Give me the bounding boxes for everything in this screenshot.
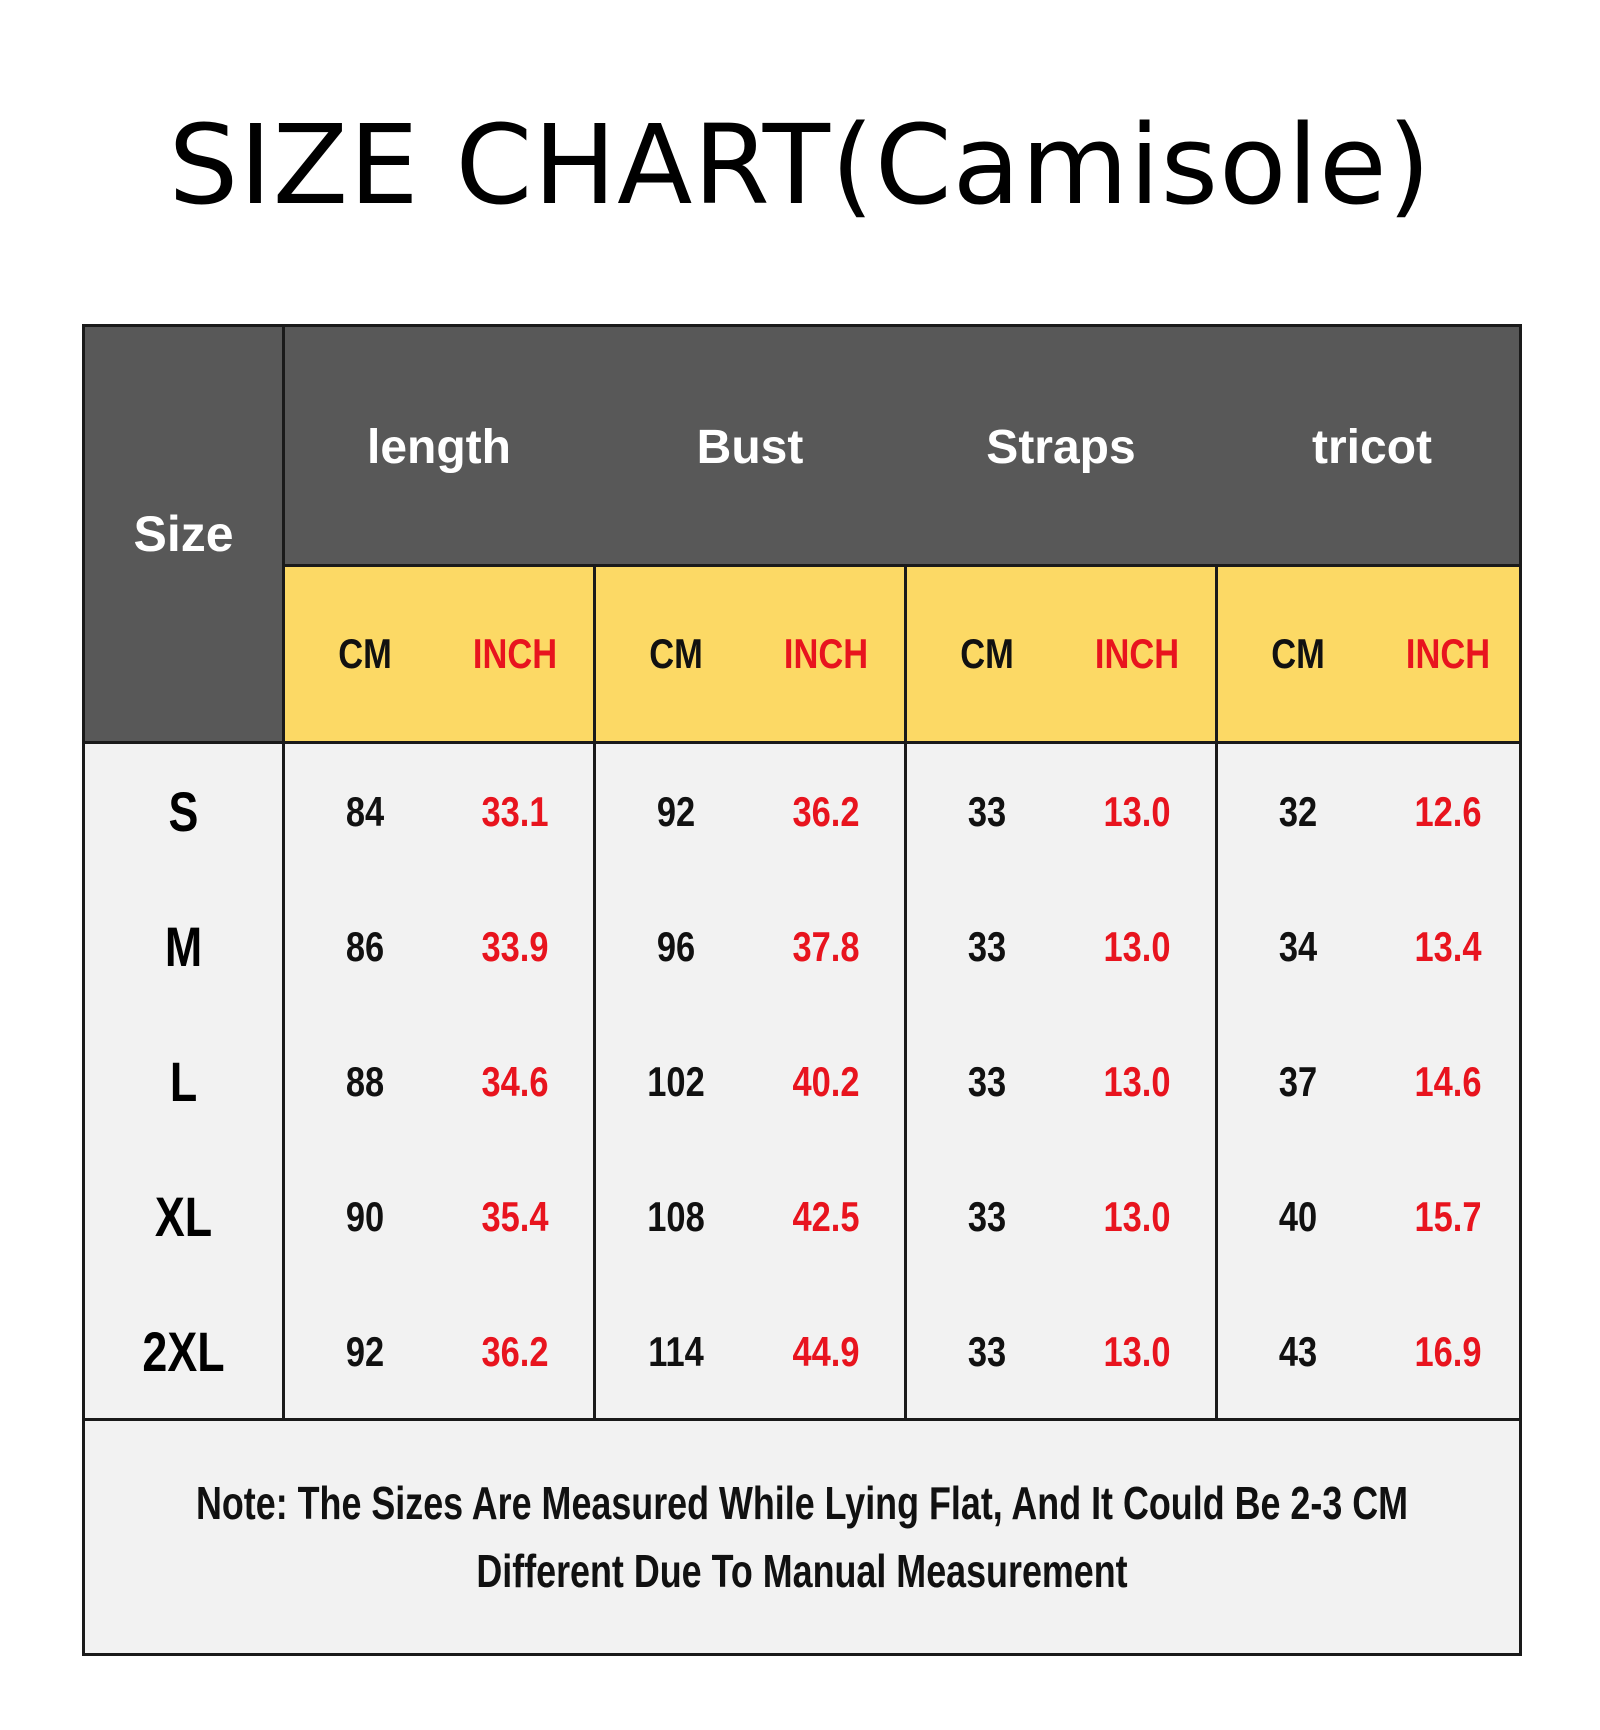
size-label: 2XL [142, 1320, 225, 1383]
cm-value-cell: 108 [647, 1192, 705, 1240]
size-label: M [164, 915, 203, 978]
inch-value-cell: 13.0 [1103, 1057, 1171, 1105]
inch-value-cell: 42.5 [792, 1192, 860, 1240]
cm-value-cell: 92 [345, 1327, 385, 1375]
cm-value-cell: 33 [967, 1327, 1007, 1375]
size-label: L [169, 1050, 198, 1113]
unit-cm-label: CM [960, 630, 1014, 677]
cm-value-cell: 32 [1278, 787, 1318, 835]
unit-inch-label: INCH [472, 630, 558, 677]
cm-value-cell: 33 [967, 1192, 1007, 1240]
inch-value-cell: 40.2 [792, 1057, 860, 1105]
size-chart-table: Size length CM INCH Bust CM INCH Straps CM INCH t… [82, 324, 1522, 1656]
cm-value-cell: 37 [1278, 1057, 1318, 1105]
grid-line [904, 567, 907, 1418]
cm-value-cell: 102 [647, 1057, 705, 1105]
cm-value-cell: 88 [345, 1057, 385, 1105]
inch-value-cell: 33.9 [481, 922, 549, 970]
inch-value-cell: 13.0 [1103, 1327, 1171, 1375]
grid-line [1215, 567, 1218, 1418]
cm-value-cell: 40 [1278, 1192, 1318, 1240]
grid-line [282, 327, 285, 1418]
group-header-straps: Straps [986, 420, 1136, 474]
grid-line [593, 567, 596, 1418]
inch-value-cell: 36.2 [481, 1327, 549, 1375]
grid-line [85, 741, 1519, 744]
inch-value-cell: 35.4 [481, 1192, 549, 1240]
group-header-tricot: tricot [1312, 420, 1432, 474]
inch-value-cell: 13.0 [1103, 787, 1171, 835]
inch-value-cell: 34.6 [481, 1057, 549, 1105]
cm-value-cell: 96 [656, 922, 696, 970]
inch-value-cell: 44.9 [792, 1327, 860, 1375]
group-header-length: length [367, 420, 511, 474]
inch-value-cell: 13.4 [1414, 922, 1482, 970]
page-title: SIZE CHART(Camisole) [168, 101, 1432, 229]
cm-value-cell: 90 [345, 1192, 385, 1240]
size-column-header: Size [133, 506, 234, 562]
inch-value-cell: 14.6 [1414, 1057, 1482, 1105]
cm-value-cell: 43 [1278, 1327, 1318, 1375]
unit-inch-label: INCH [783, 630, 869, 677]
inch-value-cell: 13.0 [1103, 1192, 1171, 1240]
grid-line [85, 1418, 1519, 1421]
inch-value-cell: 15.7 [1414, 1192, 1482, 1240]
group-header-bust: Bust [696, 420, 804, 474]
inch-value-cell: 36.2 [792, 787, 860, 835]
measurement-note: Note: The Sizes Are Measured While Lying… [85, 1421, 1519, 1653]
cm-value-cell: 33 [967, 922, 1007, 970]
unit-row [285, 567, 1519, 741]
cm-value-cell: 86 [345, 922, 385, 970]
inch-value-cell: 12.6 [1414, 787, 1482, 835]
size-label: S [168, 780, 199, 843]
inch-value-cell: 33.1 [481, 787, 549, 835]
unit-cm-label: CM [1271, 630, 1325, 677]
size-label: XL [154, 1185, 213, 1248]
cm-value-cell: 84 [345, 787, 385, 835]
cm-value-cell: 33 [967, 1057, 1007, 1105]
note-text: Note: The Sizes Are Measured While Lying… [195, 1477, 1409, 1597]
inch-value-cell: 37.8 [792, 922, 860, 970]
cm-value-cell: 34 [1278, 922, 1318, 970]
cm-value-cell: 33 [967, 787, 1007, 835]
unit-inch-label: INCH [1405, 630, 1491, 677]
cm-value-cell: 114 [648, 1327, 704, 1375]
unit-inch-label: INCH [1094, 630, 1180, 677]
inch-value-cell: 13.0 [1103, 922, 1171, 970]
inch-value-cell: 16.9 [1414, 1327, 1482, 1375]
grid-line [282, 564, 1519, 567]
unit-cm-label: CM [338, 630, 392, 677]
cm-value-cell: 92 [656, 787, 696, 835]
unit-cm-label: CM [649, 630, 703, 677]
